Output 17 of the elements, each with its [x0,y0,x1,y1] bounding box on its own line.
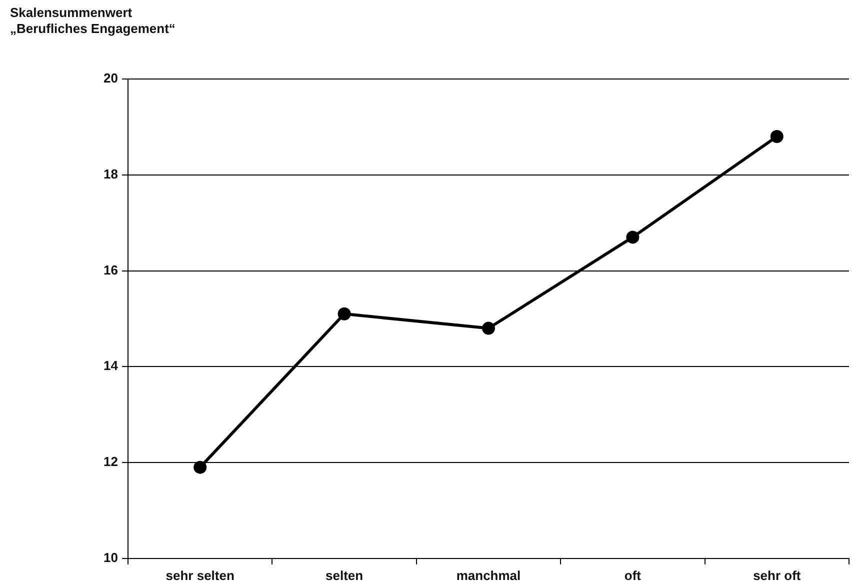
x-tick-label: sehr oft [753,568,802,583]
y-tick-label: 16 [104,262,118,278]
point [770,130,784,144]
point [338,307,351,320]
y-axis-title: Skalensummenwert „Berufliches Engagement“ [10,5,176,37]
point [482,322,495,335]
point [194,460,207,474]
y-tick-label: 20 [104,70,118,86]
x-tick-label: selten [326,568,364,583]
x-tick-label: sehr selten [166,568,234,583]
y-tick-label: 14 [104,358,119,374]
x-tick-label: oft [624,568,642,583]
y-tick-label: 10 [104,550,118,565]
point [626,230,640,244]
y-tick-label: 18 [104,166,118,182]
y-tick-label: 12 [104,454,118,470]
x-tick-label: manchmal [456,568,521,583]
